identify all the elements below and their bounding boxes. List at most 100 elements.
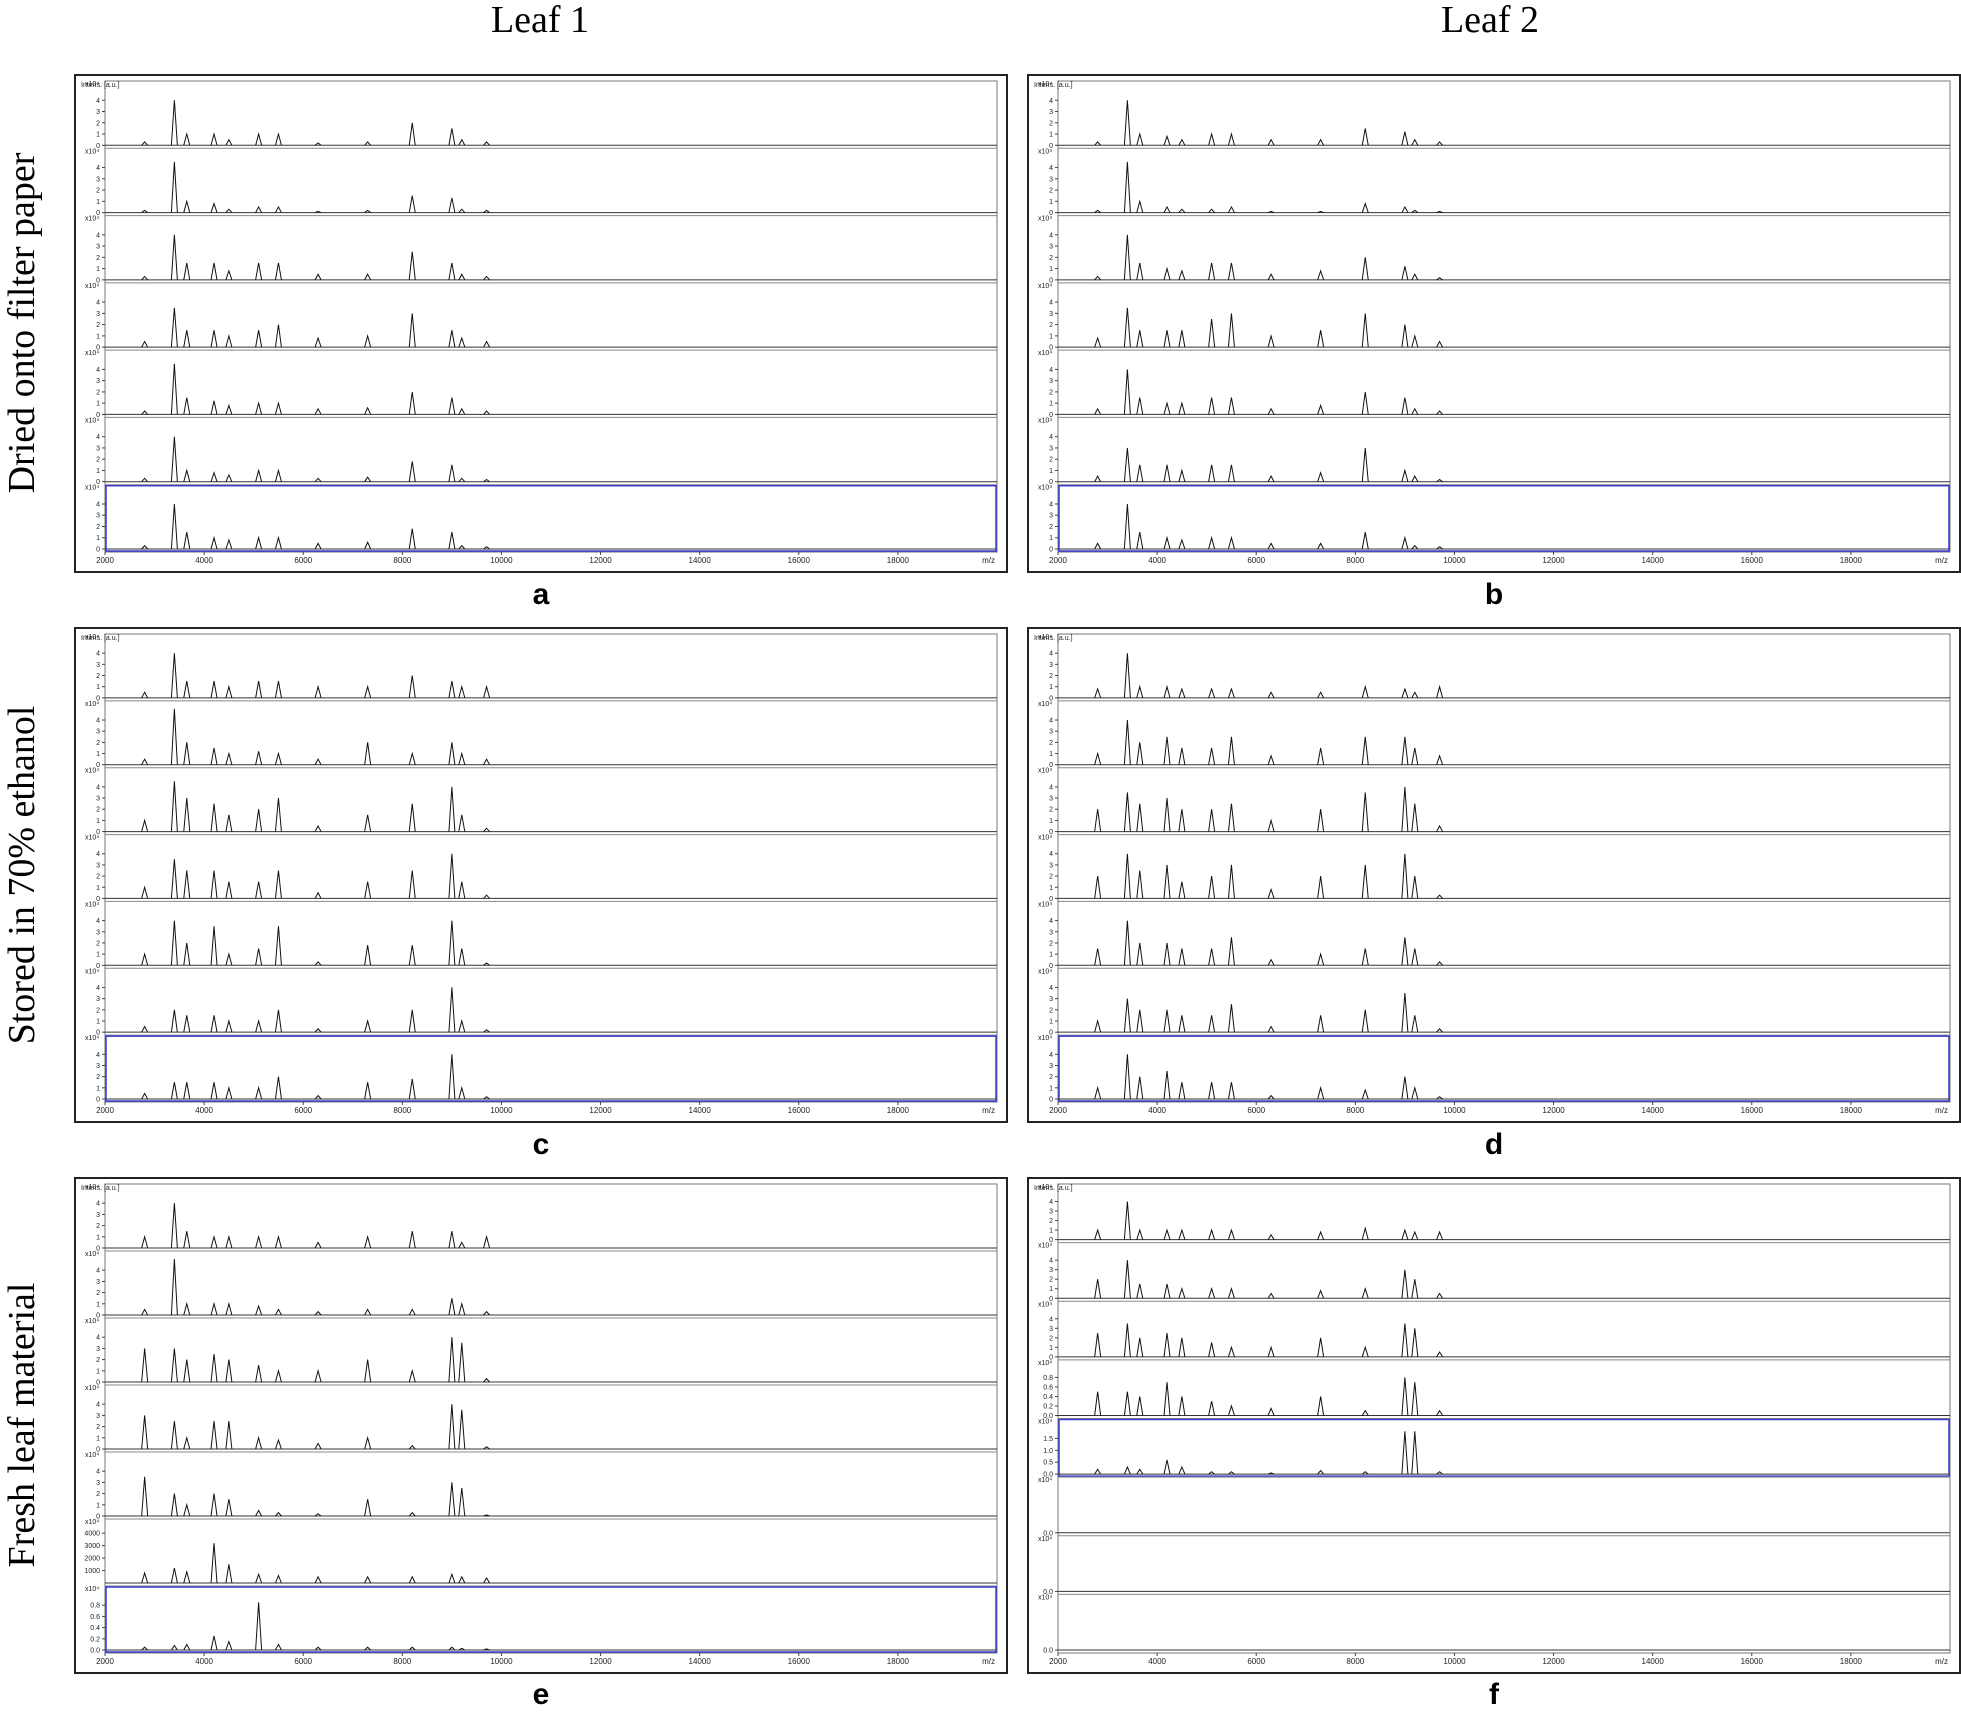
peak	[408, 751, 416, 765]
peak	[1227, 736, 1235, 765]
y-tick-label: 1	[96, 885, 100, 892]
y-tick-label: 4	[96, 851, 100, 858]
x-tick-label: 14000	[1642, 1657, 1665, 1666]
peak	[458, 1301, 466, 1316]
peak	[1163, 942, 1171, 966]
peak	[1401, 205, 1409, 213]
peak	[225, 333, 233, 348]
peak	[1411, 209, 1419, 213]
row-header: Stored in 70% ethanol	[1, 706, 43, 1045]
peak	[1136, 1283, 1144, 1299]
peak	[141, 691, 149, 699]
peak	[458, 273, 466, 281]
peak	[483, 478, 490, 483]
peak	[1094, 336, 1102, 348]
y-tick-label: 0	[96, 345, 100, 352]
y-tick-label: 2	[1049, 740, 1053, 747]
peak	[1436, 276, 1443, 281]
selected-row	[1058, 1418, 1950, 1477]
peak	[1317, 330, 1325, 348]
peak	[364, 1435, 372, 1450]
y-tick-label: 4	[1049, 1258, 1053, 1265]
y-tick-label: 1	[1049, 401, 1053, 408]
peak	[1436, 141, 1443, 146]
peak	[210, 1082, 218, 1100]
peak	[1094, 751, 1102, 765]
peak	[1227, 937, 1235, 966]
peak	[448, 1482, 456, 1517]
peak	[1317, 1230, 1325, 1240]
peak	[141, 758, 149, 765]
peak	[170, 100, 178, 146]
x-tick-label: 16000	[1741, 1657, 1764, 1666]
peak	[141, 340, 149, 348]
peak	[1401, 1228, 1409, 1240]
peak	[141, 818, 149, 832]
y-tick-label: 4	[96, 1268, 100, 1275]
y-tick-label: 2	[1049, 1277, 1053, 1284]
peak	[458, 751, 466, 765]
y-tick-label: 3	[96, 109, 100, 116]
peak	[1163, 464, 1171, 482]
peak	[483, 340, 491, 348]
peak	[408, 675, 416, 698]
peak	[1136, 1009, 1144, 1033]
peak	[314, 961, 322, 966]
peak	[408, 461, 416, 482]
y-tick-label: 4	[1049, 718, 1053, 725]
x-tick-label: 16000	[788, 1106, 811, 1115]
peak	[183, 742, 191, 765]
peak	[1267, 333, 1275, 348]
y-scale: x10⁴	[85, 1385, 99, 1392]
peak	[255, 1019, 263, 1033]
peak	[408, 122, 416, 146]
peak	[225, 473, 233, 482]
y-scale: x10⁴	[1038, 1035, 1052, 1042]
peak	[1208, 1342, 1216, 1357]
y-tick-label: 1	[96, 535, 100, 542]
peak	[170, 1644, 178, 1651]
y-tick-label: 3	[96, 176, 100, 183]
peak	[225, 1420, 233, 1450]
peak	[274, 468, 282, 482]
peak	[408, 1575, 416, 1584]
y-tick-label: 1	[1049, 1085, 1053, 1092]
peak	[1163, 330, 1171, 348]
peak	[1123, 307, 1131, 348]
peak	[364, 1308, 372, 1316]
peak	[1411, 747, 1419, 765]
peak	[1267, 542, 1275, 550]
y-tick-label: 0	[96, 1246, 100, 1253]
y-tick-label: 2	[96, 673, 100, 680]
peak	[408, 803, 416, 832]
peak	[448, 532, 456, 550]
peak	[1208, 208, 1215, 213]
peak	[1094, 542, 1102, 550]
peak	[1227, 262, 1235, 280]
y-scale: x10⁴	[85, 350, 99, 357]
peak	[1136, 1228, 1144, 1240]
x-tick-label: 12000	[1542, 1106, 1565, 1115]
peak	[314, 1646, 322, 1651]
peak	[1163, 134, 1171, 146]
x-tick-label: 12000	[1542, 556, 1565, 565]
peak	[314, 336, 322, 348]
peak	[274, 262, 282, 280]
panel-frame	[74, 1177, 1008, 1674]
y-tick-label: 1	[96, 1301, 100, 1308]
peak	[483, 1446, 490, 1450]
peak	[1227, 1404, 1235, 1416]
y-tick-label: 0	[1049, 277, 1053, 284]
y-tick-label: 1.5	[1043, 1436, 1053, 1443]
peak	[141, 1476, 149, 1517]
selected-row	[1058, 484, 1950, 552]
x-tick-label: 4000	[1148, 556, 1166, 565]
y-tick-label: 1	[1049, 684, 1053, 691]
peak	[255, 468, 263, 482]
peak	[1208, 876, 1216, 899]
peak	[1208, 262, 1216, 280]
peak	[1178, 809, 1186, 832]
peak	[1163, 864, 1171, 899]
peak	[1227, 1082, 1235, 1100]
y-tick-label: 0	[1049, 412, 1053, 419]
